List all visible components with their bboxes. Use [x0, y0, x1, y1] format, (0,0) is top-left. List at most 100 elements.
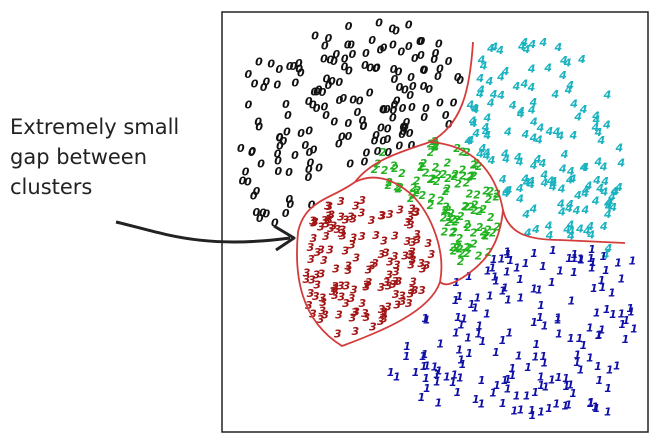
- digit-point: 4: [605, 196, 614, 209]
- digit-point: 4: [471, 103, 480, 116]
- digit-point: 0: [420, 80, 428, 93]
- digit-point: 4: [501, 187, 510, 200]
- digit-point: 1: [489, 261, 497, 274]
- digit-point: 3: [337, 195, 345, 208]
- digit-point: 2: [374, 157, 382, 170]
- digit-point: 2: [451, 215, 459, 228]
- digit-point: 3: [323, 218, 331, 231]
- digit-point: 4: [569, 129, 578, 142]
- digit-point: 4: [563, 56, 572, 69]
- digit-point: 2: [428, 192, 436, 205]
- digit-point: 0: [313, 85, 321, 98]
- digit-point: 1: [603, 303, 611, 316]
- digit-point: 0: [395, 140, 403, 153]
- digit-point: 1: [516, 273, 524, 286]
- digit-point: 0: [346, 158, 354, 171]
- digit-point: 0: [434, 70, 442, 83]
- digit-point: 1: [562, 372, 570, 385]
- digit-point: 3: [334, 327, 342, 340]
- digit-point: 3: [321, 308, 329, 321]
- digit-point: 4: [529, 203, 538, 216]
- digit-point: 0: [391, 98, 399, 111]
- digit-point: 4: [603, 208, 612, 221]
- digit-point: 1: [577, 252, 585, 265]
- digit-point: 1: [433, 375, 441, 388]
- digit-point: 3: [385, 279, 393, 292]
- digit-point: 1: [475, 319, 483, 332]
- digit-point: 2: [385, 176, 393, 189]
- digit-point: 0: [392, 24, 400, 37]
- digit-point: 3: [303, 267, 311, 280]
- digit-point: 0: [445, 55, 453, 68]
- digit-point: 3: [322, 230, 330, 243]
- digit-point: 1: [528, 404, 536, 417]
- digit-point: 0: [257, 158, 265, 171]
- digit-point: 3: [407, 288, 415, 301]
- digit-point: 4: [463, 135, 472, 148]
- digit-point: 1: [586, 352, 594, 365]
- digit-point: 3: [362, 279, 370, 292]
- digit-point: 3: [385, 268, 393, 281]
- digit-point: 0: [255, 56, 263, 69]
- digit-point: 2: [442, 200, 450, 213]
- digit-point: 2: [449, 227, 457, 240]
- digit-point: 4: [516, 105, 525, 118]
- digit-point: 2: [414, 184, 422, 197]
- digit-point: 4: [573, 111, 582, 124]
- digit-point: 4: [603, 89, 612, 102]
- digit-point: 4: [616, 156, 625, 169]
- digit-point: 1: [498, 252, 506, 265]
- digit-point: 4: [479, 60, 488, 73]
- digit-point: 0: [396, 81, 404, 94]
- digit-point: 3: [363, 311, 371, 324]
- digit-point: 3: [424, 237, 432, 250]
- digit-point: 4: [565, 79, 574, 92]
- digit-point: 4: [501, 152, 510, 165]
- digit-point: 3: [305, 299, 313, 312]
- digit-point: 4: [489, 88, 498, 101]
- digit-point: 3: [413, 234, 421, 247]
- digit-point: 0: [276, 132, 284, 145]
- digit-point: 3: [331, 282, 339, 295]
- digit-point: 2: [458, 146, 466, 159]
- digit-point: 3: [379, 209, 387, 222]
- digit-point: 0: [259, 207, 267, 220]
- digit-point: 4: [513, 151, 522, 164]
- digit-point: 3: [409, 236, 417, 249]
- digit-point: 2: [444, 216, 452, 229]
- digit-point: 2: [422, 167, 430, 180]
- digit-point: 0: [456, 74, 464, 87]
- digit-point: 2: [479, 203, 487, 216]
- digit-point: 4: [564, 84, 573, 97]
- digit-point: 0: [442, 109, 450, 122]
- digit-point: 1: [618, 308, 626, 321]
- digit-point: 3: [408, 284, 416, 297]
- digit-point: 0: [275, 63, 283, 76]
- digit-point: 0: [260, 81, 268, 94]
- digit-point: 3: [307, 253, 315, 266]
- digit-point: 0: [345, 20, 353, 33]
- digit-point: 1: [475, 327, 483, 340]
- digit-point: 3: [310, 217, 318, 230]
- digit-point: 2: [449, 213, 457, 226]
- digit-point: 0: [339, 92, 347, 105]
- digit-point: 2: [459, 170, 467, 183]
- digit-point: 1: [556, 265, 564, 278]
- digit-point: 4: [584, 180, 593, 193]
- digit-point: 3: [343, 279, 351, 292]
- digit-point: 0: [336, 94, 344, 107]
- digit-point: 0: [280, 135, 288, 148]
- digit-point: 4: [602, 118, 611, 131]
- digit-point: 2: [417, 160, 425, 173]
- digit-point: 2: [437, 194, 445, 207]
- digit-point: 0: [344, 39, 352, 52]
- digit-point: 4: [521, 208, 530, 221]
- digit-point: 1: [609, 308, 617, 321]
- digit-point: 2: [489, 226, 497, 239]
- digit-point: 0: [305, 95, 313, 108]
- digit-point: 2: [463, 177, 471, 190]
- digit-point: 0: [319, 86, 327, 99]
- digit-point: 1: [454, 311, 462, 324]
- digit-point: 1: [565, 399, 573, 412]
- digit-point: 0: [430, 53, 438, 66]
